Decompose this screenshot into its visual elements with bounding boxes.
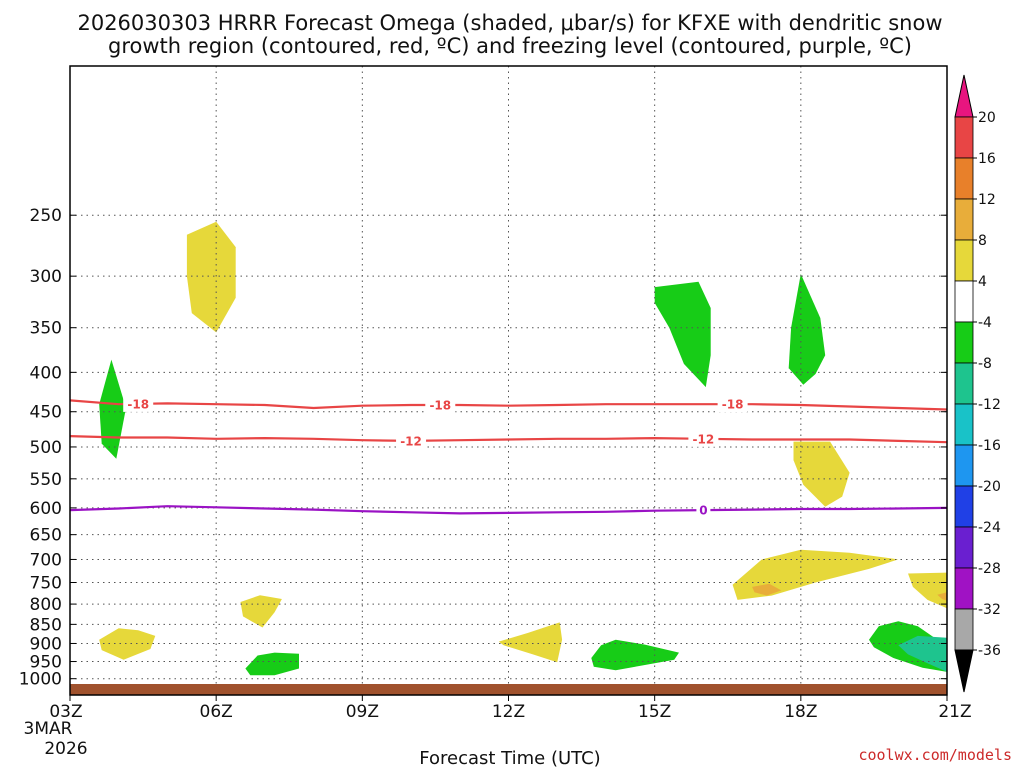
ground-surface-band <box>70 684 947 695</box>
omega-region-5 <box>793 441 850 507</box>
dgz-contour-label: -12 <box>693 432 715 446</box>
y-tick-label-950: 950 <box>30 653 62 673</box>
colorbar-label--32: -32 <box>978 602 1001 618</box>
omega-region-7 <box>752 583 782 596</box>
x-tick-label-09Z: 09Z <box>346 702 379 722</box>
omega-region-16 <box>898 635 947 672</box>
colorbar-band-neg8_neg4 <box>954 321 974 364</box>
omega-region-12 <box>498 622 563 663</box>
y-tick-label-1000: 1000 <box>19 670 62 690</box>
y-tick-label-900: 900 <box>30 634 62 654</box>
dgz-contour-label: -18 <box>127 397 149 411</box>
y-tick-label-300: 300 <box>30 267 62 287</box>
x-tick-label-06Z: 06Z <box>200 702 233 722</box>
y-tick-label-750: 750 <box>30 574 62 594</box>
colorbar-label--8: -8 <box>978 356 992 372</box>
omega-region-11 <box>99 628 156 660</box>
temperature-contours: -18 -18 -18 -12 -12 0 <box>70 395 947 519</box>
omega-region-1 <box>186 221 236 333</box>
colorbar-label-20: 20 <box>978 110 996 126</box>
omega-region-9 <box>937 592 947 601</box>
y-axis-pressure-levels: 2503003504004505005506006507007508008509… <box>19 206 947 690</box>
y-tick-label-650: 650 <box>30 526 62 546</box>
y-tick-label-700: 700 <box>30 550 62 570</box>
x-tick-label-18Z: 18Z <box>784 702 817 722</box>
y-tick-label-800: 800 <box>30 595 62 615</box>
colorbar-band-neg32_neg28 <box>954 567 974 610</box>
colorbar-band-neg20_neg16 <box>954 444 974 487</box>
x-axis-title: Forecast Time (UTC) <box>419 748 600 768</box>
colorbar-band-8_12 <box>954 198 974 241</box>
freezing-contour-0 <box>70 505 947 515</box>
colorbar-label--20: -20 <box>978 479 1001 495</box>
colorbar-band-neg16_neg12 <box>954 403 974 446</box>
omega-region-2 <box>99 359 126 459</box>
colorbar-bottom-arrow <box>954 649 974 693</box>
dgz-contour--18 <box>70 399 947 411</box>
colorbar-label--24: -24 <box>978 520 1001 536</box>
y-tick-label-550: 550 <box>30 470 62 490</box>
colorbar-band-neg28_neg24 <box>954 526 974 569</box>
credit-text: coolwx.com/models <box>858 746 1012 764</box>
omega-region-4 <box>788 273 826 385</box>
colorbar-label--36: -36 <box>978 643 1001 659</box>
x-tick-label-15Z: 15Z <box>638 702 671 722</box>
colorbar-band-neg36_neg32 <box>954 608 974 651</box>
colorbar: 20 16 12 8 4 -4 -8 -12 -16 -20 -24 -28 -32 -36 <box>954 74 1001 693</box>
colorbar-band-neg12_neg8 <box>954 362 974 405</box>
colorbar-band-4_8 <box>954 239 974 282</box>
y-tick-label-350: 350 <box>30 319 62 339</box>
y-tick-label-600: 600 <box>30 499 62 519</box>
colorbar-band-12_16 <box>954 157 974 200</box>
colorbar-band-neg24_neg20 <box>954 485 974 528</box>
omega-region-13 <box>245 652 299 676</box>
dgz-contour-label: -18 <box>429 398 451 412</box>
colorbar-label--16: -16 <box>978 438 1001 454</box>
x-axis-date-year: 2026 <box>44 739 87 759</box>
y-tick-label-500: 500 <box>30 438 62 458</box>
colorbar-label--4: -4 <box>978 315 992 331</box>
y-tick-label-250: 250 <box>30 206 62 226</box>
omega-region-3 <box>654 281 711 388</box>
x-axis-forecast-hours: 03Z 06Z 09Z 12Z 15Z 18Z 21Z <box>49 695 972 722</box>
contour-label-bg <box>123 395 154 412</box>
colorbar-label--12: -12 <box>978 397 1001 413</box>
dgz-contour-label: -18 <box>722 398 744 412</box>
omega-region-10 <box>240 595 282 628</box>
dgz-contour-label: -12 <box>400 434 422 448</box>
contour-label-bg <box>717 396 748 413</box>
colorbar-label-4: 4 <box>978 274 987 290</box>
freezing-contour-label: 0 <box>699 504 707 518</box>
contour-label-bg <box>396 432 427 449</box>
y-tick-label-400: 400 <box>30 363 62 383</box>
omega-region-8 <box>908 572 947 609</box>
x-axis-date-day: 3MAR <box>24 719 73 739</box>
colorbar-label-16: 16 <box>978 151 996 167</box>
colorbar-band-neg4_4 <box>954 280 974 323</box>
omega-region-14 <box>591 639 679 671</box>
contour-label-bg <box>696 502 711 519</box>
grid-lines <box>70 66 947 695</box>
contour-label-bg <box>425 396 456 413</box>
x-tick-label-03Z: 03Z <box>49 702 82 722</box>
x-tick-label-21Z: 21Z <box>938 702 971 722</box>
colorbar-top-arrow <box>954 74 974 118</box>
colorbar-label-8: 8 <box>978 233 987 249</box>
colorbar-label-12: 12 <box>978 192 996 208</box>
colorbar-band-16_20 <box>954 116 974 159</box>
chart-title-line2: growth region (contoured, red, ºC) and f… <box>108 34 912 58</box>
chart-title-line1: 2026030303 HRRR Forecast Omega (shaded, … <box>77 11 942 35</box>
y-tick-label-850: 850 <box>30 615 62 635</box>
x-tick-label-12Z: 12Z <box>492 702 525 722</box>
omega-shaded-regions <box>99 221 947 676</box>
colorbar-label--28: -28 <box>978 561 1001 577</box>
dgz-contour--12 <box>70 435 947 444</box>
contour-label-bg <box>688 430 719 447</box>
y-tick-label-450: 450 <box>30 403 62 423</box>
